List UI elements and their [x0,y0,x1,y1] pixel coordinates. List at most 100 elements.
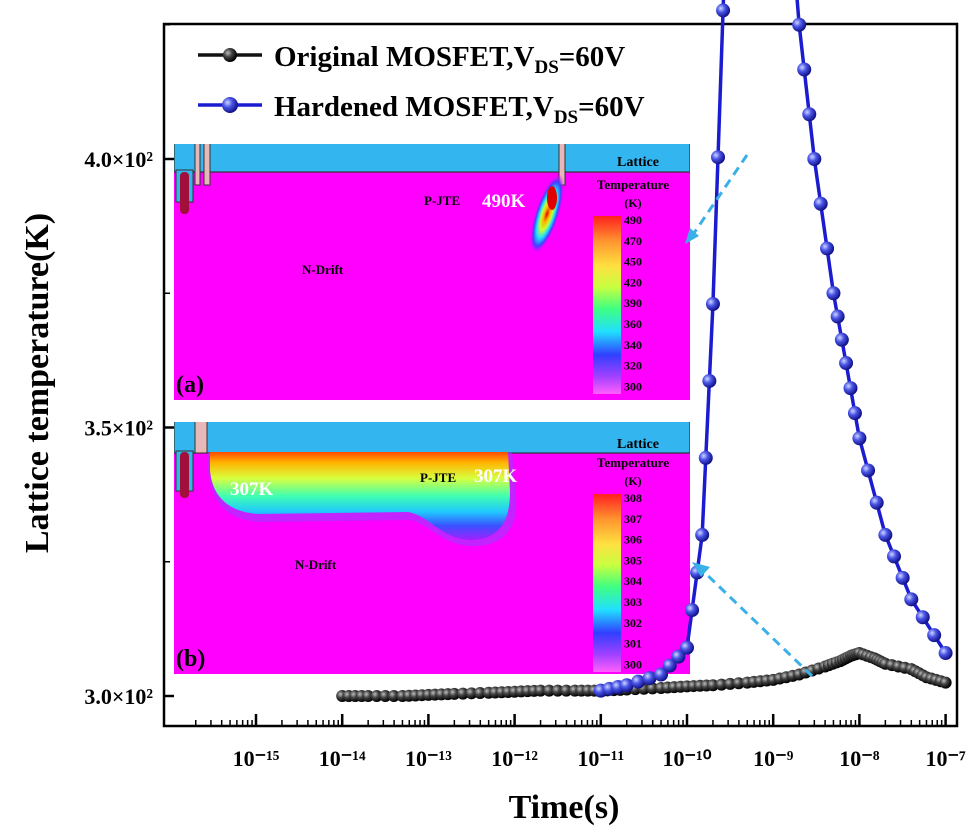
colorbar-b-tick: 307 [624,512,642,526]
data-point [662,658,677,673]
series-original [336,647,952,702]
inset-b-pjte: P-JTE [420,470,456,485]
inset-a-temp: 490K [482,191,526,212]
data-point [534,684,547,697]
x-tick-label: 10⁻¹³ [405,746,452,771]
data-point [869,495,884,510]
colorbar-b-tick: 301 [624,637,642,651]
data-point [716,3,731,18]
data-point [802,107,817,122]
x-tick-label: 10⁻⁷ [925,746,966,771]
arrow-head-b [692,562,710,577]
plot-frame [162,22,959,728]
data-point [560,684,573,697]
data-point [861,463,876,478]
data-point [797,62,812,77]
pointer-arrows [685,154,814,678]
colorbar-b-tick: 300 [624,657,642,671]
data-point [706,679,719,692]
inset-a-colorbar-unit: (K) [624,196,641,210]
colorbar-b-tick: 304 [624,574,642,588]
data-point [370,690,383,702]
data-point [813,196,828,211]
colorbar-a-tick: 390 [624,296,642,310]
colorbar-a-tick: 340 [624,338,642,352]
legend-label-original: Original MOSFET,VDS=60V [274,41,625,78]
x-tick-label: 10⁻¹⁰ [662,746,711,771]
inset-a-colorbar-ticks: 490 470 450 420 390 360 340 320 300 [624,213,642,393]
x-axis-title: Time(s) [509,789,620,826]
colorbar-a-tick: 320 [624,359,642,373]
inset-a-panel: (a) [176,372,204,398]
data-point [839,356,854,371]
data-point [387,690,400,702]
data-point [878,527,893,542]
x-tick-label: 10⁻¹⁵ [233,746,280,771]
data-point [646,682,659,695]
colorbar-a-tick: 420 [624,275,642,289]
series-layer [336,0,953,702]
data-point [474,687,487,700]
colorbar-a-tick: 490 [624,213,642,227]
inset-b-temp-right: 307K [474,466,518,487]
data-point [826,286,841,301]
data-point [715,678,728,691]
data-point [834,332,849,347]
data-point [904,592,919,607]
y-tick-label: 3.5×10² [84,416,153,441]
data-point [698,450,713,465]
inset-b-panel: (b) [176,646,205,672]
colorbar-b-tick: 305 [624,553,642,567]
data-point [820,241,835,256]
legend-label-hardened: Hardened MOSFET,VDS=60V [274,91,645,128]
data-point [915,610,930,625]
x-tick-label: 10⁻⁸ [839,746,880,771]
inset-a-ndrift: N-Drift [302,262,344,277]
data-point [847,406,862,421]
data-point [695,527,710,542]
inset-a: Lattice Temperature (K) 490 470 450 420 390 3… [174,144,690,400]
data-point [939,676,952,689]
y-tick-label: 4.0×10² [84,147,153,172]
data-point [551,684,564,697]
data-point [938,646,953,661]
legend-marker-original [223,48,237,62]
colorbar-a-tick: 450 [624,255,642,269]
data-point [886,549,901,564]
data-point [456,687,469,700]
data-point [631,674,646,689]
data-point [895,570,910,585]
data-point [705,296,720,311]
inset-a-title: Lattice [617,155,659,170]
inset-b-colorbar-unit: (K) [624,474,641,488]
inset-b-temp-left: 307K [230,479,274,500]
y-ticks: 3.0×10²3.5×10²4.0×10²4.5×10²5.0×10²5.5×1… [84,24,174,709]
inset-b-colorbar-title: Temperature [597,455,669,470]
inset-b: Lattice Temperature (K) 3083073063053043… [174,422,690,674]
x-ticks: 10⁻¹⁵ 10⁻¹⁴ 10⁻¹³ 10⁻¹² 10⁻¹¹ 10⁻¹⁰ 10⁻⁹ 10⁻⁸ 10… [194,714,966,771]
inset-b-title: Lattice [617,437,659,452]
x-tick-label: 10⁻⁹ [753,746,794,771]
arrow-to-inset-a [690,154,749,237]
data-point [448,687,461,700]
series-hardened [593,0,953,698]
data-point [619,678,634,693]
data-point [792,17,807,32]
data-point [843,381,858,396]
data-point [379,690,392,702]
data-point [671,649,686,664]
colorbar-b-tick: 303 [624,595,642,609]
arrow-to-inset-b [700,568,814,678]
colorbar-a-tick: 470 [624,234,642,248]
data-point [642,671,657,686]
data-point [702,373,717,388]
inset-a-pjte: P-JTE [424,193,460,208]
data-point [732,677,745,690]
legend: Original MOSFET,VDS=60V Hardened MOSFET,… [198,41,645,128]
y-tick-label: 3.0×10² [84,684,153,709]
data-point [852,431,867,446]
data-point [680,640,694,655]
data-point [830,309,845,324]
data-point [654,667,669,682]
